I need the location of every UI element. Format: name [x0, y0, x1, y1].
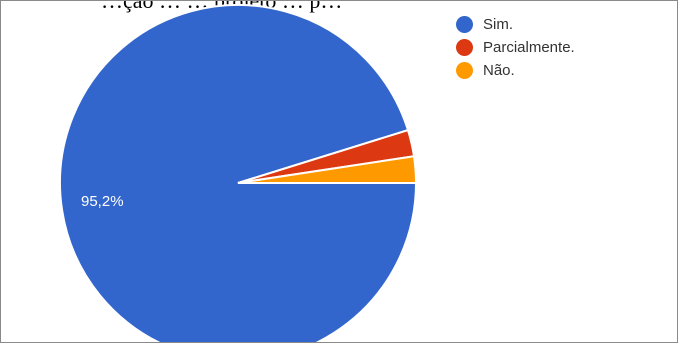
legend-label: Sim.: [483, 16, 513, 33]
legend-item: Parcialmente.: [456, 36, 575, 59]
legend-label: Parcialmente.: [483, 39, 575, 56]
legend-item: Sim.: [456, 13, 575, 36]
legend-swatch: [456, 62, 473, 79]
pie-slice-sim: [59, 4, 418, 342]
data-label-0: 95,2%: [81, 193, 124, 210]
legend-swatch: [456, 39, 473, 56]
legend-swatch: [456, 16, 473, 33]
pie-slice-n-o: [237, 155, 418, 184]
legend-item: Não.: [456, 59, 575, 82]
legend-label: Não.: [483, 62, 515, 79]
chart-legend: Sim. Parcialmente. Não.: [456, 13, 575, 82]
